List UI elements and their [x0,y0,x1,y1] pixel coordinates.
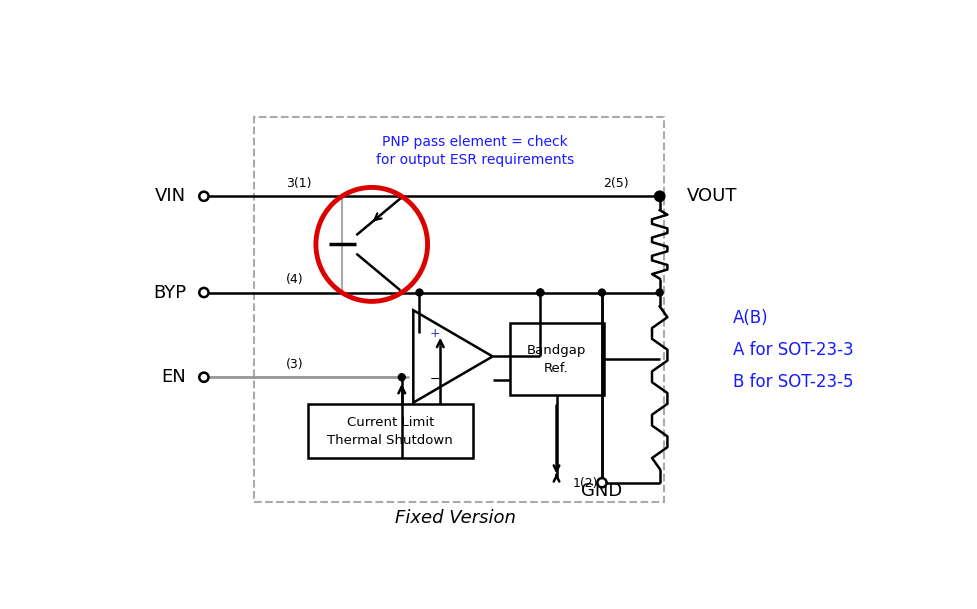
Circle shape [399,374,405,381]
Text: (3): (3) [286,358,304,371]
Text: Fixed Version: Fixed Version [396,509,516,527]
Text: PNP pass element = check
for output ESR requirements: PNP pass element = check for output ESR … [376,135,574,167]
Circle shape [537,289,544,296]
Bar [308,404,473,458]
Text: EN: EN [161,368,187,386]
Circle shape [599,289,606,296]
Text: (4): (4) [286,273,304,286]
Text: GND: GND [581,482,622,499]
Text: 1(2): 1(2) [573,477,598,490]
Circle shape [199,192,208,201]
Text: VIN: VIN [155,188,187,205]
Circle shape [657,193,663,200]
Circle shape [656,192,664,201]
Circle shape [416,289,423,296]
Text: BYP: BYP [153,284,187,301]
Text: +: + [430,327,441,340]
Text: 3(1): 3(1) [286,177,312,190]
Circle shape [199,373,208,382]
Text: Bandgap
Ref.: Bandgap Ref. [527,343,586,375]
Circle shape [597,478,607,487]
Text: A(B)
A for SOT-23-3
B for SOT-23-5: A(B) A for SOT-23-3 B for SOT-23-5 [733,309,854,391]
Circle shape [537,289,544,296]
Text: 2(5): 2(5) [603,177,629,190]
Bar [510,323,604,395]
Circle shape [657,289,663,296]
Text: VOUT: VOUT [687,188,738,205]
Text: −: − [430,373,440,386]
Circle shape [199,288,208,297]
Text: Current Limit
Thermal Shutdown: Current Limit Thermal Shutdown [327,415,453,446]
